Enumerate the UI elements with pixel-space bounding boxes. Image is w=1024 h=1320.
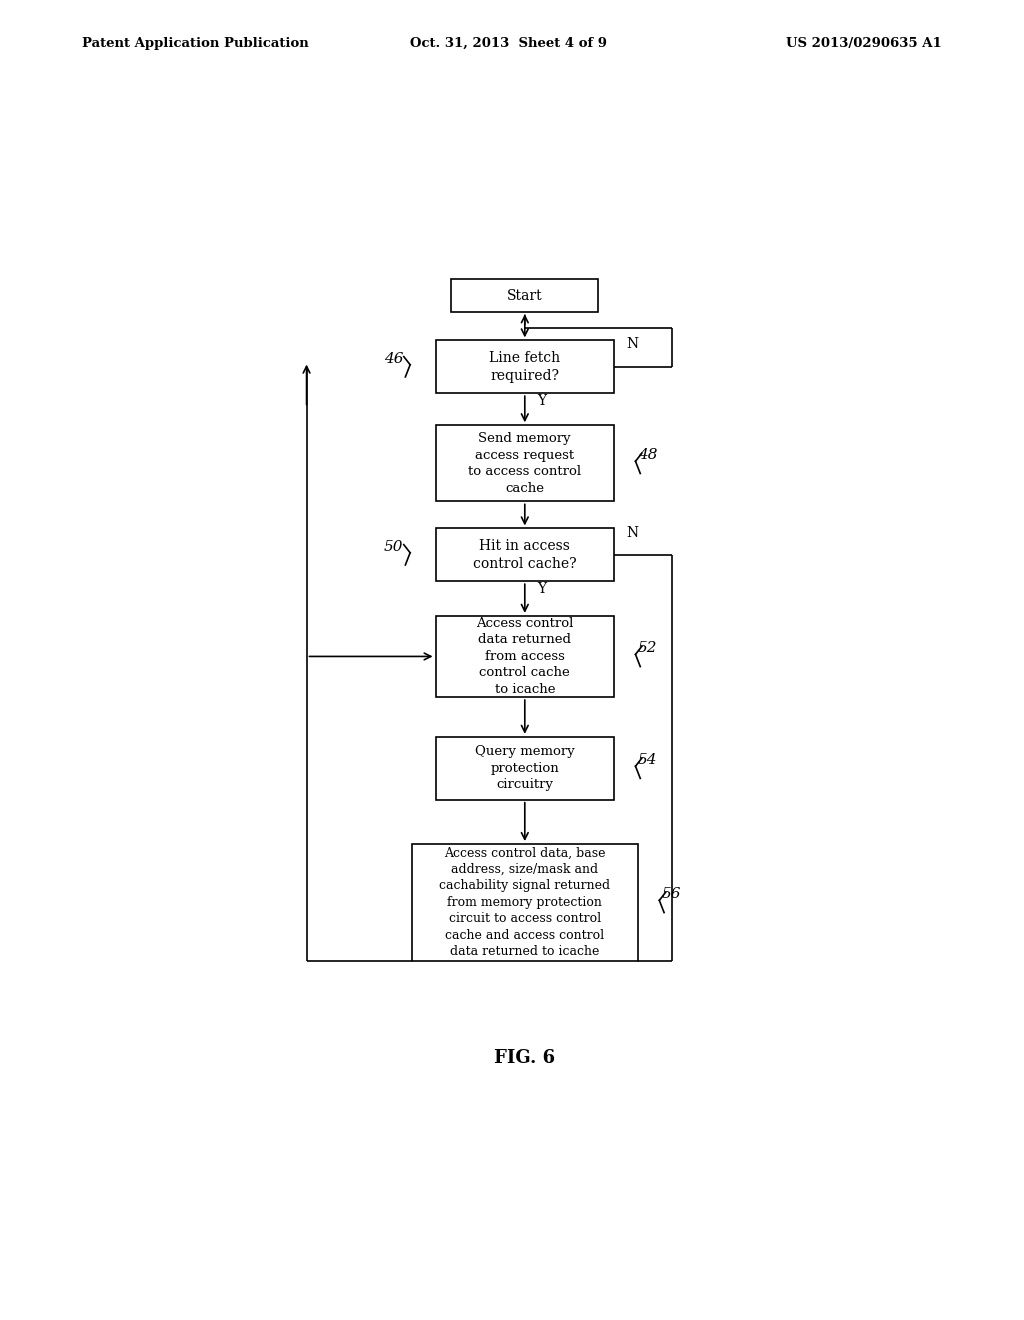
FancyBboxPatch shape xyxy=(435,528,614,581)
Text: Start: Start xyxy=(507,289,543,302)
Text: 52: 52 xyxy=(638,642,657,655)
Text: Y: Y xyxy=(537,582,546,597)
Text: 50: 50 xyxy=(384,540,403,553)
Text: Send memory
access request
to access control
cache: Send memory access request to access con… xyxy=(468,432,582,495)
Text: Access control data, base
address, size/mask and
cachability signal returned
fro: Access control data, base address, size/… xyxy=(439,846,610,958)
Text: Query memory
protection
circuitry: Query memory protection circuitry xyxy=(475,746,574,791)
FancyBboxPatch shape xyxy=(435,425,614,502)
Text: 56: 56 xyxy=(662,887,681,902)
Text: US 2013/0290635 A1: US 2013/0290635 A1 xyxy=(786,37,942,50)
FancyBboxPatch shape xyxy=(435,737,614,800)
Text: 54: 54 xyxy=(638,754,657,767)
Text: 46: 46 xyxy=(384,351,403,366)
FancyBboxPatch shape xyxy=(452,279,598,313)
Text: Patent Application Publication: Patent Application Publication xyxy=(82,37,308,50)
Text: Oct. 31, 2013  Sheet 4 of 9: Oct. 31, 2013 Sheet 4 of 9 xyxy=(410,37,606,50)
Text: Hit in access
control cache?: Hit in access control cache? xyxy=(473,539,577,570)
Text: Access control
data returned
from access
control cache
to icache: Access control data returned from access… xyxy=(476,616,573,696)
FancyBboxPatch shape xyxy=(435,615,614,697)
Text: 48: 48 xyxy=(638,449,657,462)
Text: N: N xyxy=(626,338,638,351)
Text: Line fetch
required?: Line fetch required? xyxy=(489,351,560,383)
Text: Y: Y xyxy=(537,395,546,408)
FancyBboxPatch shape xyxy=(412,843,638,961)
FancyBboxPatch shape xyxy=(435,341,614,393)
Text: N: N xyxy=(626,525,638,540)
Text: FIG. 6: FIG. 6 xyxy=(495,1049,555,1067)
